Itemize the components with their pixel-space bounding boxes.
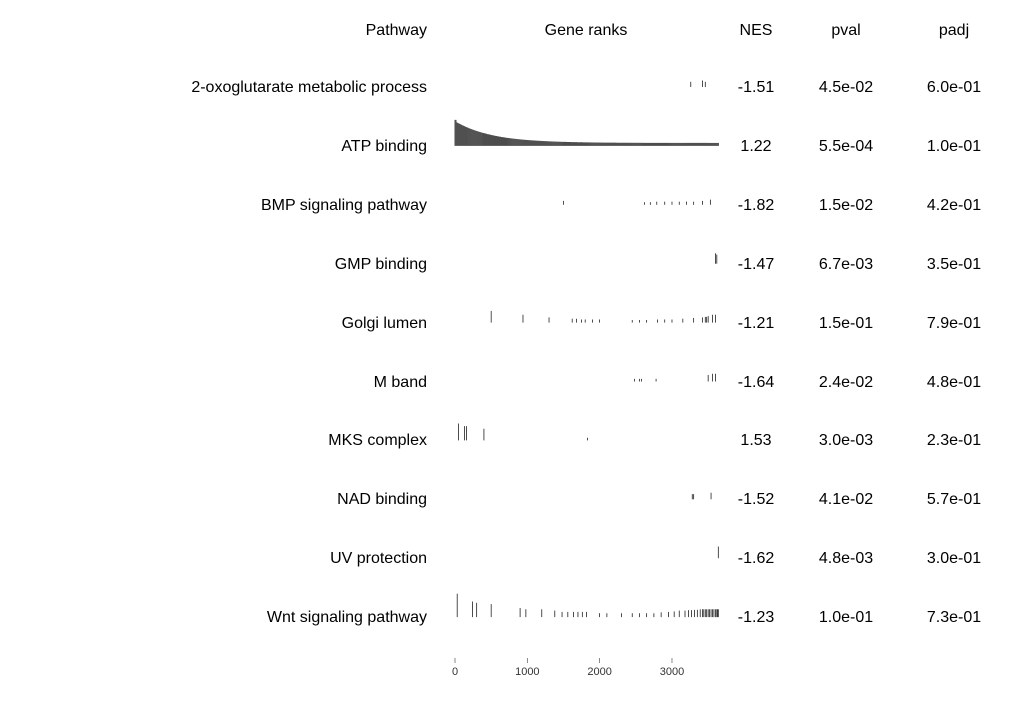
pathway-label: Wnt signaling pathway <box>266 609 427 627</box>
nes-value: -1.82 <box>737 196 775 214</box>
padj-value: 2.3e-01 <box>926 432 982 450</box>
pval-value: 4.1e-02 <box>818 491 874 509</box>
pathway-label: ATP binding <box>341 137 427 155</box>
nes-value: 1.53 <box>740 432 772 450</box>
header-gene-ranks: Gene ranks <box>544 22 628 39</box>
pval-value: 4.8e-03 <box>818 550 874 568</box>
pval-value: 1.0e-01 <box>818 609 874 627</box>
nes-value: -1.21 <box>737 314 775 332</box>
gene-rank-row <box>715 253 718 264</box>
header-padj: padj <box>938 22 970 39</box>
nes-value: -1.23 <box>737 609 775 627</box>
pval-value: 6.7e-03 <box>818 255 874 273</box>
padj-value: 3.0e-01 <box>926 550 982 568</box>
pathway-label: MKS complex <box>328 432 427 450</box>
pathway-label: BMP signaling pathway <box>260 196 427 214</box>
nes-value: 1.22 <box>740 137 772 155</box>
gene-rank-row <box>563 199 711 205</box>
x-axis-tick-label: 3000 <box>660 666 684 678</box>
header-pathway: Pathway <box>365 22 427 39</box>
header-pval: pval <box>831 22 861 39</box>
pval-value: 1.5e-02 <box>818 196 874 214</box>
pathway-label: Golgi lumen <box>341 314 427 332</box>
gene-rank-row <box>458 423 588 441</box>
padj-value: 1.0e-01 <box>926 137 982 155</box>
nes-value: -1.52 <box>737 491 775 509</box>
pval-value: 2.4e-02 <box>818 373 874 391</box>
gene-rank-row <box>490 310 716 323</box>
gene-rank-row <box>454 119 719 146</box>
gene-rank-row <box>634 373 716 382</box>
pval-value: 4.5e-02 <box>818 79 874 96</box>
pval-value: 5.5e-04 <box>818 137 874 155</box>
nes-value: -1.51 <box>737 79 775 96</box>
pval-value: 3.0e-03 <box>818 432 874 450</box>
gene-rank-row <box>690 80 706 87</box>
padj-value: 6.0e-01 <box>926 79 982 96</box>
x-axis-tick-label: 0 <box>452 666 458 678</box>
gene-rank-row <box>691 492 712 500</box>
padj-value: 4.8e-01 <box>926 373 982 391</box>
pathway-label: M band <box>373 373 427 391</box>
gene-rank-row <box>456 593 719 618</box>
pathway-label: UV protection <box>330 550 427 568</box>
header-nes: NES <box>739 22 773 39</box>
x-axis-tick-label: 2000 <box>587 666 611 678</box>
padj-value: 4.2e-01 <box>926 196 982 214</box>
x-axis-tick-label: 1000 <box>515 666 539 678</box>
padj-value: 3.5e-01 <box>926 255 982 273</box>
nes-value: -1.47 <box>737 255 775 273</box>
pval-value: 1.5e-01 <box>818 314 874 332</box>
pathway-label: 2-oxoglutarate metabolic process <box>191 79 427 96</box>
padj-value: 7.3e-01 <box>926 609 982 627</box>
pathway-label: NAD binding <box>337 491 427 509</box>
nes-value: -1.64 <box>737 373 775 391</box>
padj-value: 7.9e-01 <box>926 314 982 332</box>
padj-value: 5.7e-01 <box>926 491 982 509</box>
nes-value: -1.62 <box>737 550 775 568</box>
pathway-label: GMP binding <box>334 255 427 273</box>
